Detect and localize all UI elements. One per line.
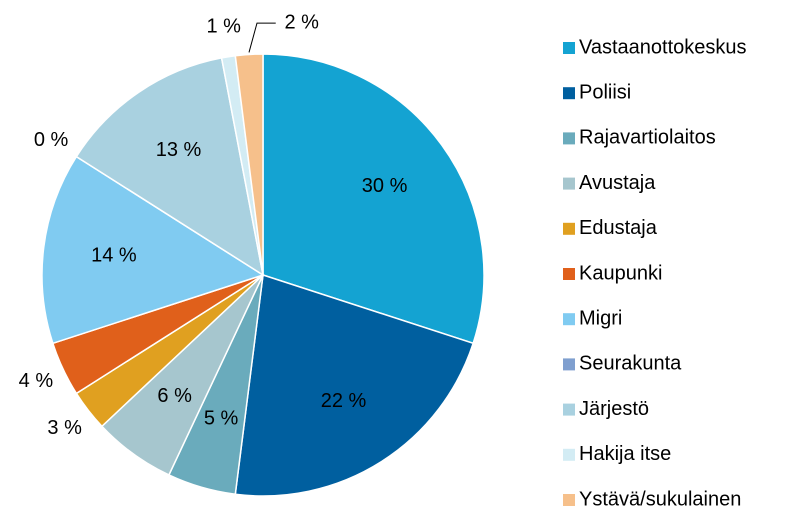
legend-swatch [563, 403, 575, 416]
legend-label: Rajavartiolaitos [579, 127, 716, 149]
pie-slice [41, 155, 265, 345]
legend-label: Ystävä/sukulainen [579, 488, 741, 510]
legend-label: Hakija itse [579, 443, 671, 465]
legend-swatch [563, 268, 575, 280]
legend-swatch [563, 358, 575, 371]
legend-swatch [563, 494, 575, 506]
legend-swatch [563, 42, 575, 54]
data-label: 5 % [204, 408, 239, 430]
legend-swatch [563, 132, 575, 145]
data-label: 0 % [34, 129, 69, 151]
data-label: 30 % [362, 175, 408, 197]
legend-swatch [563, 448, 575, 461]
legend-label: Avustaja [579, 172, 656, 194]
legend-label: Kaupunki [579, 262, 662, 284]
legend-swatch [563, 177, 575, 190]
legend-label: Migri [579, 307, 622, 329]
pie-slice [234, 274, 475, 497]
legend-label: Vastaanottokeskus [579, 36, 747, 58]
pie-slice [234, 53, 264, 276]
legend-label: Seurakunta [579, 353, 682, 375]
data-label: 14 % [91, 244, 137, 266]
legend-label: Edustaja [579, 217, 658, 239]
legend-swatch [563, 87, 575, 100]
pie-slice [75, 57, 265, 277]
data-label: 13 % [156, 139, 202, 161]
leader-line [248, 22, 276, 53]
pie-slice [262, 53, 485, 345]
data-label: 4 % [19, 370, 54, 392]
legend-swatch [563, 313, 575, 326]
legend-label: Järjestö [579, 398, 649, 420]
data-label: 3 % [47, 417, 82, 439]
data-label: 22 % [321, 390, 367, 412]
data-label: 1 % [207, 15, 242, 37]
data-label: 6 % [157, 385, 192, 407]
legend-swatch [563, 222, 575, 235]
legend-label: Poliisi [579, 81, 631, 103]
data-label: 2 % [285, 11, 320, 33]
